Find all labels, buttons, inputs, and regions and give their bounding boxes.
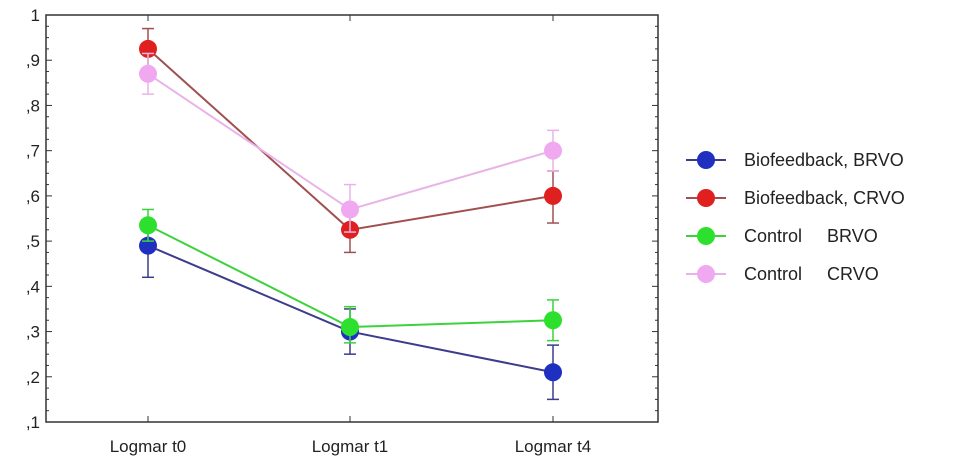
legend-item: Control BRVO <box>686 226 878 246</box>
data-point <box>341 318 359 337</box>
y-tick-label: ,3 <box>26 323 40 342</box>
y-axis: ,1 ,2 ,3 ,4 ,5 ,6 ,7 ,8 ,9 1 <box>26 6 658 432</box>
y-tick-label: ,7 <box>26 142 40 161</box>
legend-label: Control CRVO <box>744 264 879 284</box>
y-tick-label: 1 <box>31 6 40 25</box>
data-point <box>139 216 157 235</box>
data-point <box>544 141 562 160</box>
legend-label: Biofeedback, CRVO <box>744 188 905 208</box>
series-2 <box>139 208 562 344</box>
y-tick-label: ,6 <box>26 187 40 206</box>
series-layer <box>139 27 562 401</box>
series-3 <box>139 52 562 233</box>
legend-marker <box>697 265 715 283</box>
legend: Biofeedback, BRVO Biofeedback, CRVO Contro… <box>686 150 905 284</box>
data-point <box>139 64 157 83</box>
data-point <box>544 311 562 330</box>
x-axis: Logmar t0 Logmar t1 Logmar t4 <box>110 15 592 456</box>
legend-label: Control BRVO <box>744 226 878 246</box>
data-point <box>544 186 562 205</box>
legend-item: Biofeedback, BRVO <box>686 150 904 170</box>
x-tick-label: Logmar t1 <box>312 437 389 456</box>
x-tick-label: Logmar t0 <box>110 437 187 456</box>
legend-item: Biofeedback, CRVO <box>686 188 905 208</box>
legend-marker <box>697 227 715 245</box>
x-tick-label: Logmar t4 <box>515 437 592 456</box>
data-point <box>341 200 359 219</box>
y-tick-label: ,8 <box>26 96 40 115</box>
legend-label: Biofeedback, BRVO <box>744 150 904 170</box>
legend-marker <box>697 151 715 169</box>
y-tick-label: ,4 <box>26 277 40 296</box>
y-tick-label: ,2 <box>26 368 40 387</box>
legend-item: Control CRVO <box>686 264 879 284</box>
plot-frame <box>45 14 659 423</box>
y-tick-label: ,9 <box>26 51 40 70</box>
y-tick-label: ,5 <box>26 232 40 251</box>
legend-marker <box>697 189 715 207</box>
y-tick-label: ,1 <box>26 413 40 432</box>
data-point <box>544 363 562 382</box>
